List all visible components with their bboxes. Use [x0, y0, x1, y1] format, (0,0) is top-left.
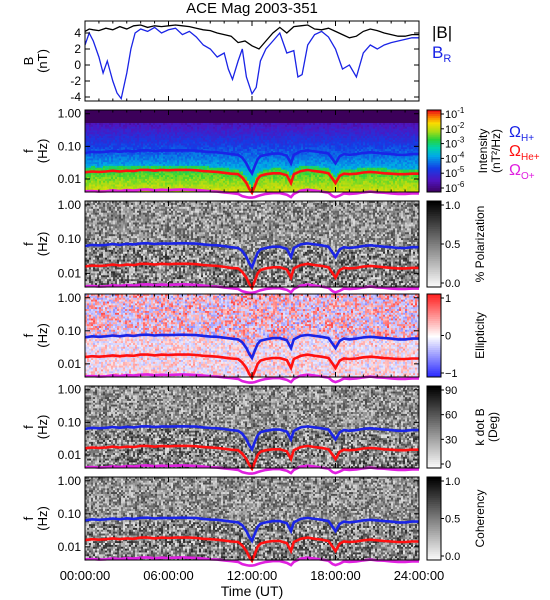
series-line-b [85, 25, 419, 49]
y-tick-label: -4 [70, 90, 81, 104]
y-axis-label-line: B [21, 57, 36, 66]
y-tick-label: 2 [74, 42, 81, 56]
panel-2: 1.000.100.0110-110-210-310-410-510-6Inte… [21, 106, 540, 198]
series-line-b_r [85, 27, 419, 98]
legend-babs: |B| [432, 23, 452, 42]
chart-title: ACE Mag 2003-351 [186, 0, 318, 17]
y-tick-label: 4 [74, 26, 81, 40]
y-tick-label: 0 [74, 58, 81, 72]
y-axis-label-line: (nT) [35, 49, 50, 73]
legend-br-subscript: R [443, 53, 451, 65]
y-tick-label: -2 [70, 74, 81, 88]
panels: 420-2-4|B|BRB(nT)1.000.100.0110-110-210-… [21, 21, 540, 566]
panel-1: 420-2-4|B|BRB(nT) [21, 21, 452, 104]
legend-br: BR [432, 43, 451, 65]
y-axis-label: B(nT) [21, 49, 50, 73]
